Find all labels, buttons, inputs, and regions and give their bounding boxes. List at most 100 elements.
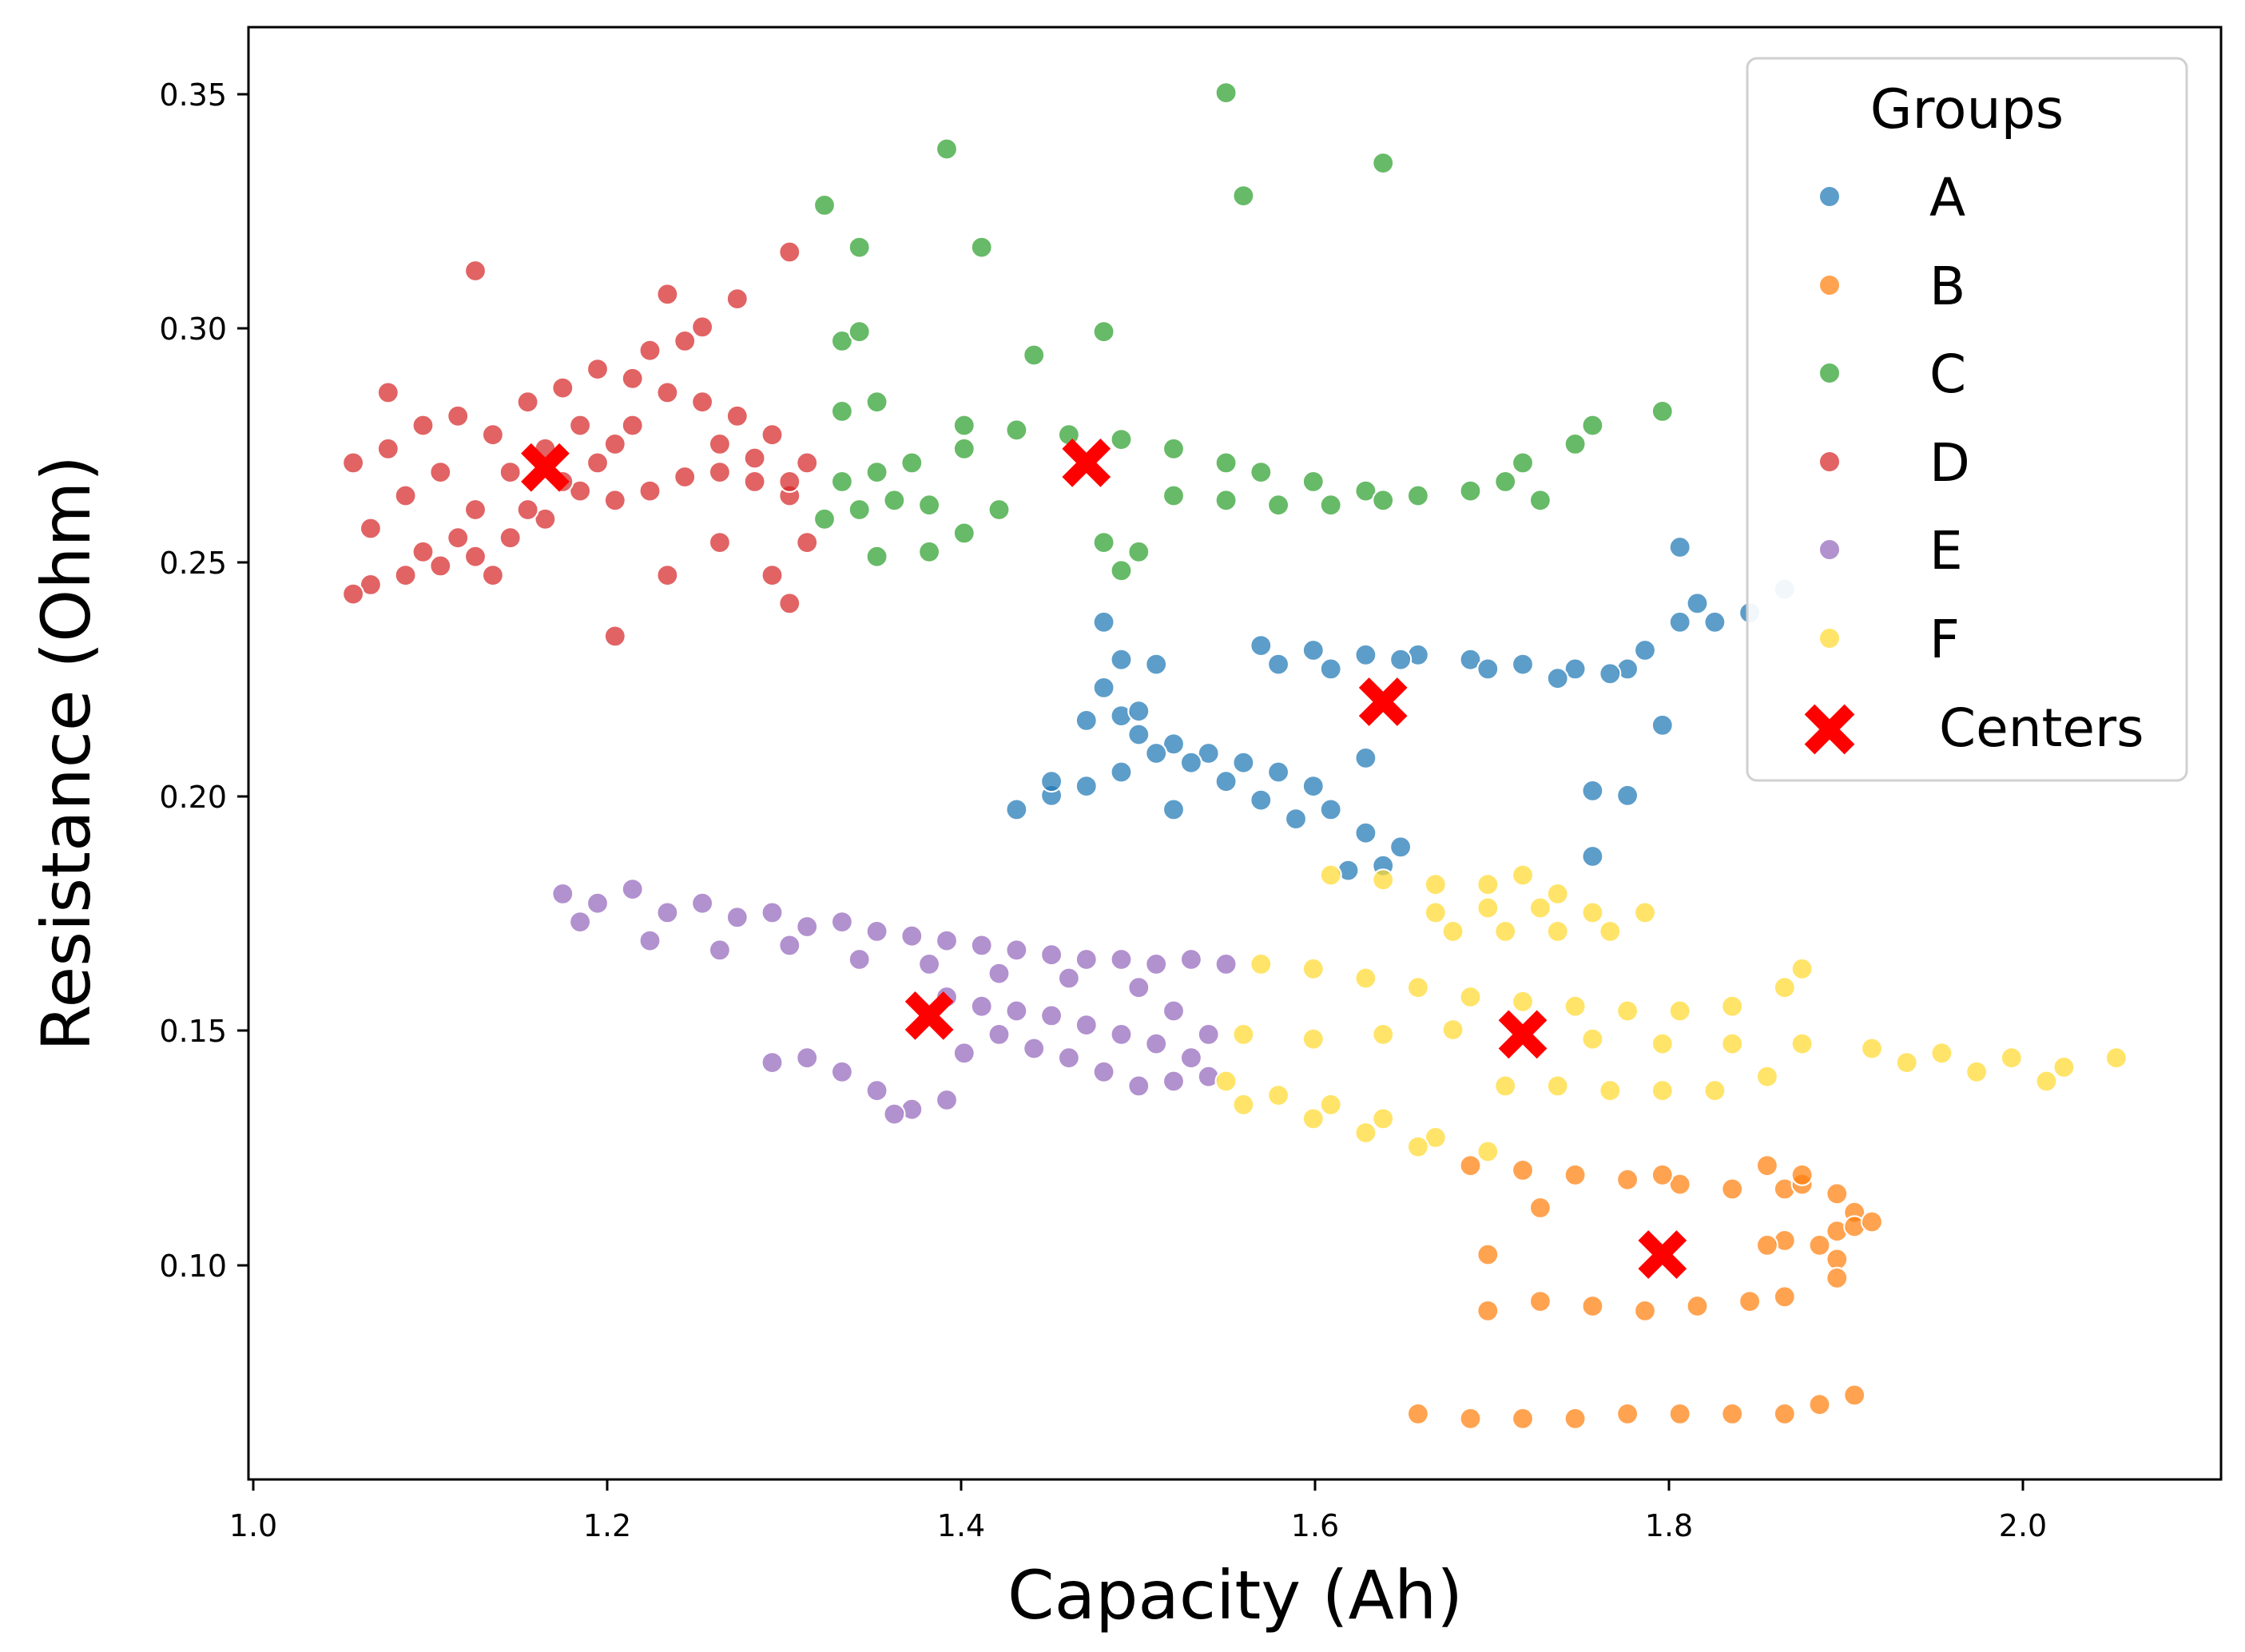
data-point-d — [551, 376, 574, 399]
data-point-d — [359, 517, 382, 540]
data-point-c — [1162, 437, 1186, 460]
data-point-c — [1372, 489, 1395, 512]
legend-label-f: F — [1929, 609, 1960, 670]
data-point-d — [690, 391, 714, 414]
data-point-f — [1406, 976, 1430, 999]
data-point-c — [1005, 419, 1028, 442]
data-point-c — [1250, 460, 1273, 484]
data-point-a — [1075, 774, 1098, 798]
data-point-a — [1599, 662, 1622, 685]
data-point-a — [1651, 713, 1674, 737]
data-point-f — [1319, 1093, 1342, 1116]
data-point-a — [1615, 784, 1639, 807]
data-point-d — [429, 554, 452, 578]
data-point-f — [1755, 1065, 1778, 1088]
data-point-d — [586, 358, 610, 381]
data-point-b — [1581, 1294, 1604, 1318]
data-point-c — [1110, 427, 1133, 451]
legend-entry-c: C — [1818, 344, 1966, 405]
data-point-f — [2052, 1055, 2076, 1079]
data-point-e — [987, 1023, 1011, 1046]
data-point-b — [1406, 1402, 1430, 1426]
data-point-d — [568, 479, 592, 502]
data-point-e — [1162, 999, 1186, 1023]
data-point-f — [1354, 967, 1377, 990]
data-point-f — [1459, 985, 1482, 1009]
data-point-d — [447, 404, 470, 427]
data-point-a — [1266, 760, 1290, 784]
center-marker — [1358, 677, 1408, 726]
data-point-f — [1599, 1079, 1622, 1102]
data-point-a — [1075, 709, 1098, 733]
data-point-a — [1039, 770, 1063, 793]
data-point-c — [1110, 559, 1133, 582]
data-point-e — [761, 901, 784, 924]
data-point-d — [708, 432, 732, 456]
data-point-f — [1476, 1140, 1500, 1163]
data-point-b — [1860, 1210, 1884, 1233]
data-point-c — [865, 391, 888, 414]
data-point-d — [603, 432, 626, 456]
legend-marker-f — [1818, 627, 1841, 649]
data-point-c — [1092, 530, 1115, 554]
data-point-b — [1668, 1173, 1691, 1196]
data-point-e — [1179, 947, 1203, 971]
data-point-d — [342, 582, 365, 606]
data-point-f — [1424, 901, 1447, 924]
data-point-f — [1615, 999, 1639, 1023]
data-point-d — [499, 460, 522, 484]
data-point-b — [1668, 1402, 1691, 1426]
data-point-f — [1581, 901, 1604, 924]
data-point-b — [1773, 1285, 1796, 1308]
data-point-f — [1424, 873, 1447, 896]
data-point-d — [621, 414, 644, 437]
data-point-e — [1214, 952, 1238, 976]
data-point-a — [1511, 653, 1535, 676]
data-point-b — [1826, 1248, 1849, 1271]
legend-entry-a: A — [1818, 167, 1965, 228]
data-point-a — [1284, 807, 1308, 831]
data-point-a — [1354, 746, 1377, 770]
data-point-e — [551, 882, 574, 906]
data-point-e — [568, 910, 592, 934]
data-point-d — [394, 484, 417, 507]
data-point-f — [1511, 990, 1535, 1013]
data-point-f — [1319, 864, 1342, 887]
data-point-f — [2104, 1046, 2128, 1070]
data-point-d — [656, 563, 679, 587]
x-tick-label: 1.0 — [229, 1508, 277, 1543]
data-point-f — [1721, 1032, 1744, 1055]
y-tick-label: 0.10 — [159, 1249, 227, 1284]
data-point-f — [1564, 995, 1587, 1018]
data-point-f — [1372, 1023, 1395, 1046]
data-point-d — [638, 479, 662, 502]
data-point-e — [1005, 939, 1028, 962]
data-point-b — [1790, 1163, 1814, 1186]
data-point-c — [883, 489, 906, 512]
legend: Groups A B C D E F — [1746, 57, 2188, 782]
data-point-c — [830, 329, 854, 352]
data-point-c — [813, 507, 836, 530]
data-point-c — [1301, 470, 1325, 494]
data-point-f — [1790, 957, 1814, 980]
data-point-a — [1354, 643, 1377, 666]
data-point-e — [1145, 1032, 1168, 1055]
data-point-d — [743, 470, 766, 494]
data-point-d — [463, 259, 487, 283]
data-point-f — [1721, 995, 1744, 1018]
x-axis: 1.0 1.2 1.4 1.6 1.8 2.0 Capacity (Ah) — [229, 1479, 2047, 1634]
x-axis-label: Capacity (Ah) — [1007, 1556, 1463, 1634]
data-point-a — [1354, 821, 1377, 844]
data-point-f — [1546, 1074, 1569, 1098]
data-point-d — [342, 451, 365, 475]
data-point-f — [1511, 864, 1535, 887]
data-point-f — [1354, 1121, 1377, 1145]
data-point-d — [778, 592, 801, 615]
data-point-e — [1005, 999, 1028, 1023]
x-tick-label: 1.2 — [583, 1508, 631, 1543]
data-point-a — [1319, 798, 1342, 821]
data-point-c — [900, 451, 924, 475]
data-point-e — [865, 1079, 888, 1102]
data-point-a — [1633, 638, 1657, 662]
data-point-a — [1668, 535, 1691, 559]
